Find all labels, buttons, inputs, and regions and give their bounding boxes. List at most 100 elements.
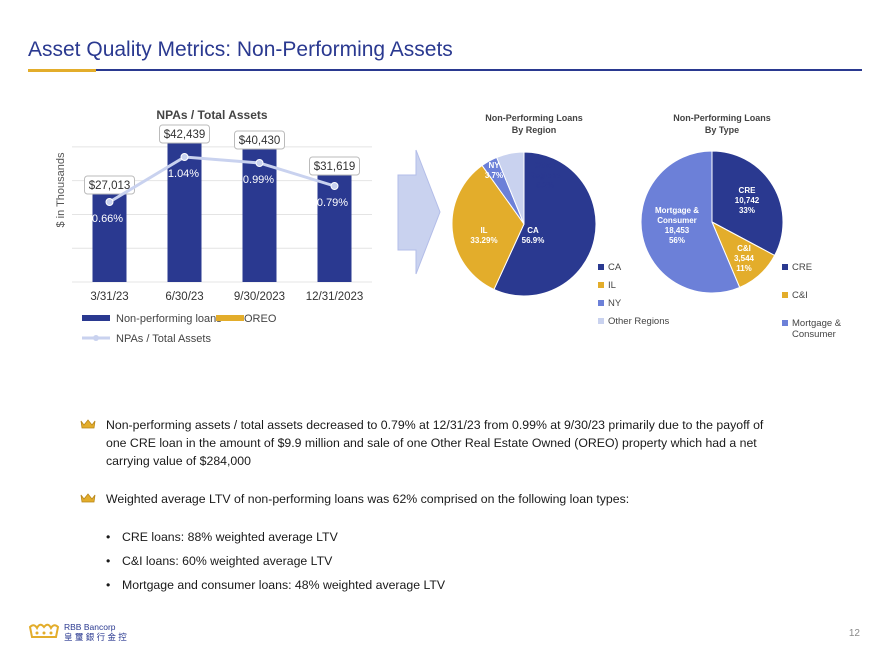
page-number: 12	[848, 628, 860, 639]
pie-slice-label: 56%	[669, 236, 685, 245]
pie-slice-label: 10,742	[735, 196, 760, 205]
sub-bullet: C&I loans: 60% weighted average LTV	[106, 552, 780, 570]
legend-swatch	[598, 282, 604, 288]
legend-label: Consumer	[792, 329, 836, 340]
x-tick-label: 6/30/23	[165, 291, 203, 303]
total-label-box	[84, 175, 135, 195]
pie-slice	[496, 151, 525, 225]
y-axis-label: $ in Thousands	[55, 152, 67, 228]
total-label-box	[309, 156, 360, 176]
legend-label: IL	[608, 280, 616, 291]
pie-slice-label: C&I	[737, 244, 751, 253]
bar-nonperforming-loans	[92, 193, 127, 282]
legend-swatch	[782, 320, 788, 326]
pie-slice-label: 11%	[736, 264, 752, 273]
sub-bullet-list: CRE loans: 88% weighted average LTV C&I …	[106, 528, 780, 594]
bullet-text: Non-performing assets / total assets dec…	[106, 418, 764, 468]
legend-label: NPAs / Total Assets	[116, 333, 211, 345]
pie-title: Non-Performing Loans	[485, 113, 583, 123]
title-rule	[96, 69, 862, 71]
pie-slice	[711, 150, 784, 257]
ratio-point	[330, 182, 339, 190]
chart-title: NPAs / Total Assets	[156, 108, 267, 122]
x-tick-label: 9/30/2023	[234, 291, 285, 303]
sub-bullet: CRE loans: 88% weighted average LTV	[106, 528, 780, 546]
x-tick-label: 12/31/2023	[306, 291, 364, 303]
pie-slice-label: IL	[480, 226, 487, 235]
legend-swatch	[598, 264, 604, 270]
x-tick-label: 3/31/23	[90, 291, 128, 303]
legend-label: Mortgage &	[792, 318, 842, 329]
ratio-point	[180, 153, 189, 161]
legend-label: OREO	[244, 313, 277, 325]
ratio-label: 0.66%	[92, 213, 123, 225]
legend-swatch	[598, 300, 604, 306]
pie-title: By Type	[705, 125, 739, 135]
legend-swatch	[598, 318, 604, 324]
legend-label: CA	[608, 262, 622, 273]
ratio-label: 1.04%	[168, 168, 199, 180]
pie-slice-label: 3,544	[734, 254, 755, 263]
pie-slice	[640, 150, 741, 294]
pie-slice-label: NY	[488, 161, 500, 170]
pie-slice-label: Mortgage &	[655, 206, 699, 215]
arrow-shape	[397, 149, 441, 275]
page-title: Asset Quality Metrics: Non-Performing As…	[28, 38, 453, 61]
npa-bar-chart: NPAs / Total Assets $ in Thousands 3/31/23…	[55, 108, 372, 345]
pie-slice-label: 33%	[739, 206, 755, 215]
logo-chinese: 皇 璽 銀 行 金 控	[64, 632, 127, 642]
ratio-point	[105, 198, 114, 206]
pie-slice-label: Consumer	[657, 216, 697, 225]
legend-swatch	[782, 264, 788, 270]
commentary: Non-performing assets / total assets dec…	[80, 416, 780, 600]
ratio-line	[108, 155, 335, 204]
logo-name: RBB Bancorp	[64, 622, 116, 632]
ratio-label: 0.99%	[243, 174, 274, 186]
total-label-box	[234, 130, 285, 150]
bullet-item: Weighted average LTV of non-performing l…	[80, 490, 780, 508]
pie-slice-label: 56.9%	[522, 236, 545, 245]
ratio-label: 0.79%	[317, 197, 348, 209]
total-label: $31,619	[314, 161, 356, 173]
crown-icon	[80, 419, 96, 429]
pie-slice-label: 3.7%	[485, 171, 503, 180]
legend-swatch-loans	[82, 315, 110, 321]
pie-slice-label: Other	[534, 161, 555, 170]
pie-slice-label: CA	[527, 226, 539, 235]
pie-title: By Region	[512, 125, 557, 135]
legend-swatch-oreo	[216, 315, 244, 321]
bullet-item: Non-performing assets / total assets dec…	[80, 416, 780, 470]
legend-swatch	[782, 292, 788, 298]
title-accent-rule	[28, 69, 96, 72]
pie-slice-label: 33.29%	[470, 236, 497, 245]
logo-icon	[28, 623, 60, 638]
pie-slice-label: Regions	[529, 171, 561, 180]
ratio-point	[255, 159, 264, 167]
legend-label: C&I	[792, 290, 808, 301]
legend-label: Other Regions	[608, 316, 670, 327]
pie-slice-label: 18,453	[665, 226, 690, 235]
bar-nonperforming-loans	[242, 145, 277, 282]
total-label: $27,013	[89, 180, 131, 192]
pie-slice-label: CRE	[739, 186, 757, 195]
total-label-box	[159, 124, 210, 144]
total-label: $40,430	[239, 135, 281, 147]
legend-label: Non-performing loans	[116, 313, 222, 325]
legend-label: NY	[608, 298, 622, 309]
sub-bullet: Mortgage and consumer loans: 48% weighte…	[106, 576, 780, 594]
bullet-text: Weighted average LTV of non-performing l…	[106, 492, 630, 506]
pie-title: Non-Performing Loans	[673, 113, 771, 123]
bar-nonperforming-loans	[167, 140, 202, 282]
legend-label: CRE	[792, 262, 812, 273]
charts-area: NPAs / Total Assets $ in Thousands 3/31/23…	[55, 108, 842, 345]
pie-slice-label: 6.2%	[536, 181, 554, 190]
bar-nonperforming-loans	[317, 175, 352, 282]
pie-slice	[493, 151, 597, 297]
legend-swatch-ratio-dot	[93, 335, 99, 341]
crown-icon	[80, 493, 96, 503]
logo-text: RBB Bancorp 皇 璽 銀 行 金 控	[64, 622, 127, 642]
pie-slice	[451, 164, 525, 291]
total-label: $42,439	[164, 129, 206, 141]
